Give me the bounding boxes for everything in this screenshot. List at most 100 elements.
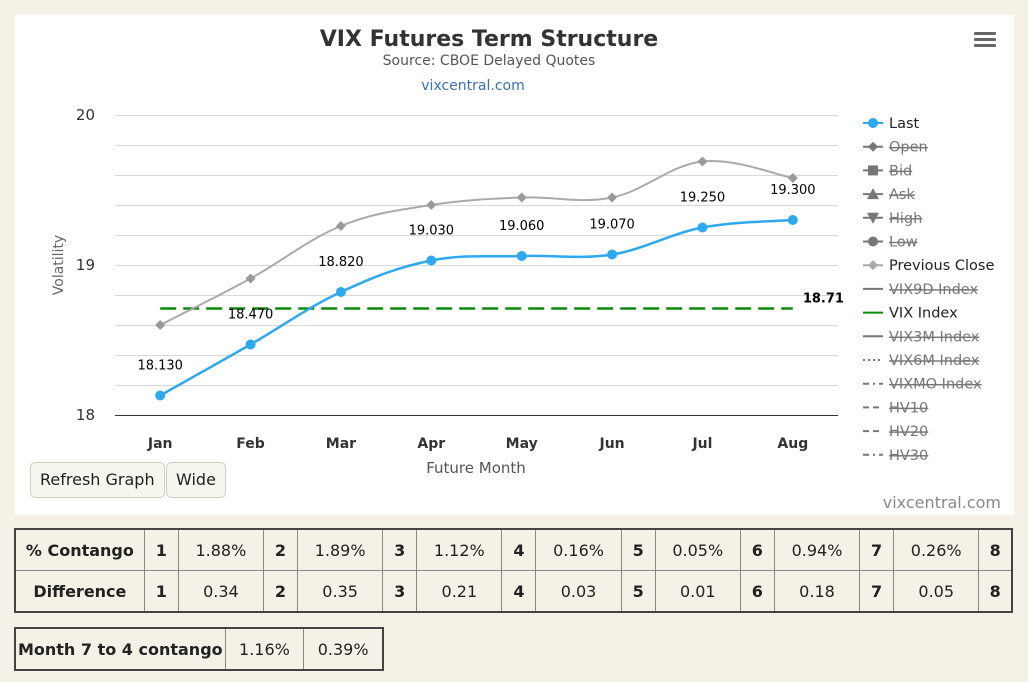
legend-item-label[interactable]: Open (889, 140, 928, 156)
refresh-graph-button[interactable]: Refresh Graph (30, 462, 165, 498)
value-cell: 1.89% (297, 528, 384, 571)
month-index-cell: 4 (501, 528, 537, 571)
x-tick-label: Jun (598, 436, 624, 452)
hamburger-menu-icon[interactable] (972, 29, 998, 53)
value-cell: 0.01 (654, 570, 741, 613)
month-index-cell: 5 (620, 570, 656, 613)
vix-index-data-label: 18.71 (803, 292, 844, 307)
last-data-label: 19.070 (589, 218, 635, 233)
y-tick-label: 20 (76, 106, 95, 124)
legend-item-label[interactable]: Previous Close (889, 258, 994, 274)
month-index-cell: 1 (143, 528, 179, 571)
last-data-label: 19.030 (409, 224, 455, 239)
last-point (426, 255, 437, 266)
last-point (245, 339, 256, 350)
month-index-cell: 7 (859, 528, 895, 571)
last-data-label: 19.250 (680, 191, 726, 206)
month-index-cell: 7 (859, 570, 895, 613)
value-cell: 0.03 (535, 570, 622, 613)
legend-marker (868, 236, 878, 247)
value-cell: 0.34 (177, 570, 264, 613)
last-point (155, 390, 166, 401)
y-tick-label: 19 (76, 256, 95, 274)
x-tick-label: Feb (236, 436, 265, 452)
contango-table: % Contango 1 1.88% 2 1.89% 3 1.12% 4 0.16% 5 0.05%… (14, 528, 1013, 613)
month-contango-table: Month 7 to 4 contango 1.16% 0.39% (14, 627, 384, 671)
value-cell: 1.12% (416, 528, 503, 571)
month-index-cell: 1 (143, 570, 179, 613)
last-point (516, 251, 527, 261)
previous-close-point (426, 200, 437, 210)
x-tick-label: Apr (417, 436, 445, 452)
last-data-label: 18.820 (318, 255, 364, 270)
table-row: % Contango 1 1.88% 2 1.89% 3 1.12% 4 0.16% 5 0.05%… (14, 528, 1013, 571)
previous-close-point (155, 320, 166, 330)
previous-close-point (335, 221, 346, 231)
credits-link[interactable]: vixcentral.com (883, 493, 1001, 512)
value-cell: 0.16% (535, 528, 622, 571)
legend-item-label[interactable]: Ask (889, 187, 915, 203)
chart-subtitle: Source: CBOE Delayed Quotes (383, 53, 596, 69)
table-row: Difference 1 0.34 2 0.35 3 0.21 4 0.03 5 0.01 6 0.18… (14, 570, 1013, 613)
legend-marker (867, 188, 879, 200)
month-index-cell: 6 (739, 528, 775, 571)
previous-close-point (787, 173, 798, 183)
wide-button[interactable]: Wide (166, 462, 226, 498)
month-contango-value: 1.16% (224, 627, 305, 671)
legend-item-label[interactable]: VIX Index (889, 306, 958, 322)
value-cell: 0.35 (297, 570, 384, 613)
last-point (697, 222, 708, 233)
previous-close-line (159, 160, 793, 326)
legend-marker (868, 260, 878, 271)
month-index-cell: 2 (262, 528, 299, 571)
value-cell: 0.26% (893, 528, 980, 571)
month-index-cell: 8 (978, 528, 1013, 571)
chart-panel: VIX Futures Term Structure Source: CBOE D… (15, 15, 1014, 515)
x-tick-label: Jul (691, 436, 712, 452)
last-data-label: 18.130 (137, 359, 183, 374)
legend-item-label[interactable]: VIX3M Index (889, 329, 980, 345)
legend-marker (868, 141, 878, 152)
month-index-cell: 2 (262, 570, 299, 613)
legend-item-label[interactable]: Low (889, 235, 918, 251)
legend-item-label[interactable]: High (889, 211, 922, 227)
previous-close-point (245, 273, 256, 284)
legend-item-label[interactable]: HV10 (889, 400, 928, 416)
vixcentral-link[interactable]: vixcentral.com (421, 78, 524, 94)
legend-marker (868, 165, 878, 176)
legend-item-label[interactable]: VIXMO Index (889, 377, 982, 393)
value-cell: 0.05 (893, 570, 980, 613)
value-cell: 0.05% (654, 528, 741, 571)
legend-item-label[interactable]: VIX9D Index (889, 282, 978, 298)
legend-item-label[interactable]: HV20 (889, 424, 928, 440)
y-axis-title: Volatility (51, 235, 67, 295)
y-tick-label: 18 (76, 406, 95, 424)
value-cell: 0.18 (773, 570, 861, 613)
last-point (607, 249, 618, 260)
month-index-cell: 3 (382, 528, 418, 571)
last-data-label: 19.300 (770, 183, 816, 198)
previous-close-point (516, 192, 527, 203)
row-header: % Contango (14, 528, 145, 571)
x-tick-label: May (506, 436, 538, 452)
legend-item-label[interactable]: HV30 (889, 448, 928, 464)
last-point (335, 287, 346, 297)
month-contango-label: Month 7 to 4 contango (14, 627, 226, 671)
month-index-cell: 3 (382, 570, 418, 613)
last-data-label: 18.470 (228, 308, 274, 323)
month-index-cell: 8 (978, 570, 1013, 613)
month-index-cell: 4 (501, 570, 537, 613)
legend-marker (868, 118, 878, 128)
previous-close-point (697, 156, 708, 167)
last-data-label: 19.060 (499, 219, 545, 234)
legend-item-label[interactable]: Last (889, 116, 920, 132)
x-axis-title: Future Month (426, 459, 526, 477)
month-index-cell: 5 (620, 528, 656, 571)
legend-item-label[interactable]: Bid (889, 163, 912, 179)
chart-title: VIX Futures Term Structure (320, 27, 658, 52)
legend-item-label[interactable]: VIX6M Index (889, 353, 980, 369)
month-contango-value: 0.39% (303, 627, 384, 671)
legend-marker (867, 212, 879, 224)
value-cell: 0.21 (416, 570, 503, 613)
